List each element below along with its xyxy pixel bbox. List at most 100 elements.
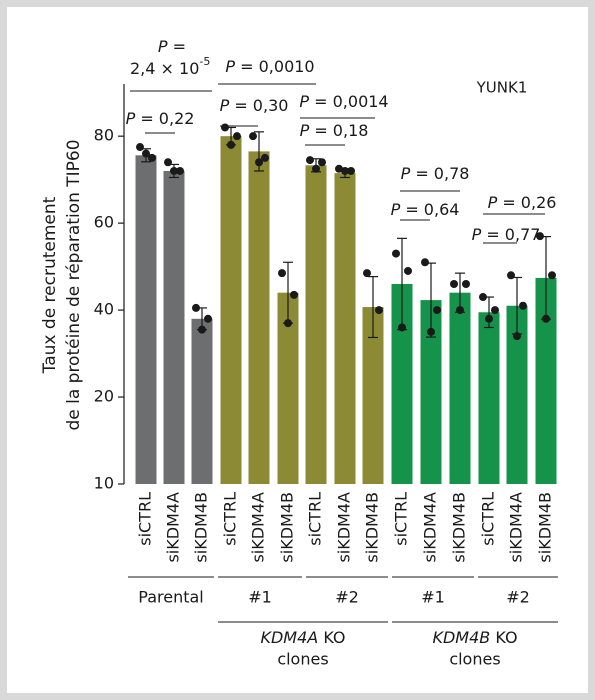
bar <box>506 305 528 484</box>
bar <box>334 173 356 484</box>
y-tick-label: 40 <box>94 300 114 319</box>
data-point <box>227 140 235 149</box>
data-point <box>176 166 184 175</box>
stat-label: P = 0,26 <box>488 193 557 212</box>
data-point <box>363 269 371 278</box>
data-point <box>261 153 269 162</box>
bar <box>135 155 157 484</box>
stat-label: P = 0,0010 <box>225 57 314 76</box>
clone-group-label: KDM4A KO <box>260 628 345 647</box>
data-point <box>347 166 355 175</box>
stat-symbol: P <box>158 37 168 56</box>
bar <box>305 165 327 484</box>
data-point <box>536 232 544 241</box>
stat-label: P = 0,64 <box>391 200 460 219</box>
stat-value: 2,4 × 10-5 <box>130 55 210 78</box>
data-point <box>450 280 458 288</box>
stat-symbol: P <box>300 121 310 140</box>
data-point <box>542 314 550 323</box>
data-point <box>204 314 212 323</box>
annotation: YUNK1 <box>476 79 528 97</box>
data-point <box>136 143 144 152</box>
clone-suffix: KO <box>495 628 517 647</box>
stat-text: = 0,78 <box>415 164 469 183</box>
data-point <box>170 166 178 175</box>
stat-text: = 0,22 <box>140 109 194 128</box>
x-tick-label: siCTRL <box>479 492 498 546</box>
stat-symbol: P <box>299 92 309 111</box>
data-point <box>404 266 412 275</box>
data-point <box>375 306 383 315</box>
data-point <box>519 301 527 310</box>
bar <box>248 151 270 485</box>
stat-label: P = 0,18 <box>300 121 369 140</box>
stat-symbol: P <box>126 109 136 128</box>
group-label: #1 <box>248 588 272 607</box>
x-tick-label: siCTRL <box>136 492 155 546</box>
data-point <box>335 164 343 173</box>
y-tick-label: 80 <box>94 126 114 145</box>
data-point <box>479 293 487 302</box>
stat-label: P = 0,78 <box>401 164 470 183</box>
x-tick-label: siKDM4A <box>507 492 526 563</box>
data-point <box>312 164 320 173</box>
x-tick-label: siKDM4A <box>421 492 440 563</box>
y-tick-label: 60 <box>94 213 114 232</box>
x-tick-label: siCTRL <box>221 492 240 546</box>
data-point <box>278 269 286 278</box>
x-tick-label: siCTRL <box>306 492 325 546</box>
data-point <box>491 306 499 315</box>
bar <box>478 312 500 484</box>
data-point <box>433 306 441 315</box>
stat-label: P = 0,22 <box>126 109 195 128</box>
x-tick-label: siKDM4B <box>278 492 297 563</box>
bar <box>391 284 413 484</box>
stat-label: P = <box>158 37 186 56</box>
bar <box>163 170 185 484</box>
x-tick-label: siKDM4A <box>249 492 268 563</box>
data-point <box>427 327 435 336</box>
group-label: #2 <box>335 588 359 607</box>
stat-symbol: P <box>225 57 235 76</box>
data-point <box>398 323 406 332</box>
stat-text: = 0,0014 <box>314 92 388 111</box>
data-point <box>255 158 263 167</box>
stat-symbol: P <box>391 200 401 219</box>
clone-group-label-2: clones <box>277 650 328 669</box>
data-point <box>318 158 326 167</box>
clone-group-label: KDM4B KO <box>432 628 517 647</box>
bar <box>220 136 242 484</box>
data-point <box>462 280 470 288</box>
data-point <box>164 158 172 167</box>
stat-exponent: -5 <box>199 55 210 68</box>
group-label: #1 <box>421 588 445 607</box>
clone-name: KDM4A <box>260 628 318 647</box>
data-point <box>485 314 493 323</box>
bar <box>277 292 299 484</box>
x-tick-label: siKDM4A <box>164 492 183 563</box>
y-tick-label: 20 <box>94 387 114 406</box>
data-point <box>233 132 241 141</box>
data-point <box>421 258 429 267</box>
stat-symbol: P <box>220 96 230 115</box>
stat-label: P = 0,0014 <box>299 92 388 111</box>
stat-text: = 0,0010 <box>240 57 314 76</box>
data-point <box>221 123 229 132</box>
stat-label: P = 0,77 <box>472 225 541 244</box>
data-point <box>148 153 156 162</box>
x-tick-label: siKDM4B <box>363 492 382 563</box>
x-tick-label: siKDM4A <box>335 492 354 563</box>
stat-text: = 0,64 <box>405 200 459 219</box>
group-label: #2 <box>506 588 530 607</box>
group-label: Parental <box>138 588 203 607</box>
stat-text: = 0,26 <box>502 193 556 212</box>
stat-text: = 0,77 <box>486 225 540 244</box>
stat-symbol: P <box>488 193 498 212</box>
data-point <box>249 132 257 141</box>
stat-text: = 0,18 <box>314 121 368 140</box>
data-point <box>507 271 515 280</box>
y-axis-title: de la protéine de réparation TIP60 <box>64 139 84 430</box>
y-tick-label: 10 <box>94 474 114 493</box>
data-point <box>513 332 521 341</box>
